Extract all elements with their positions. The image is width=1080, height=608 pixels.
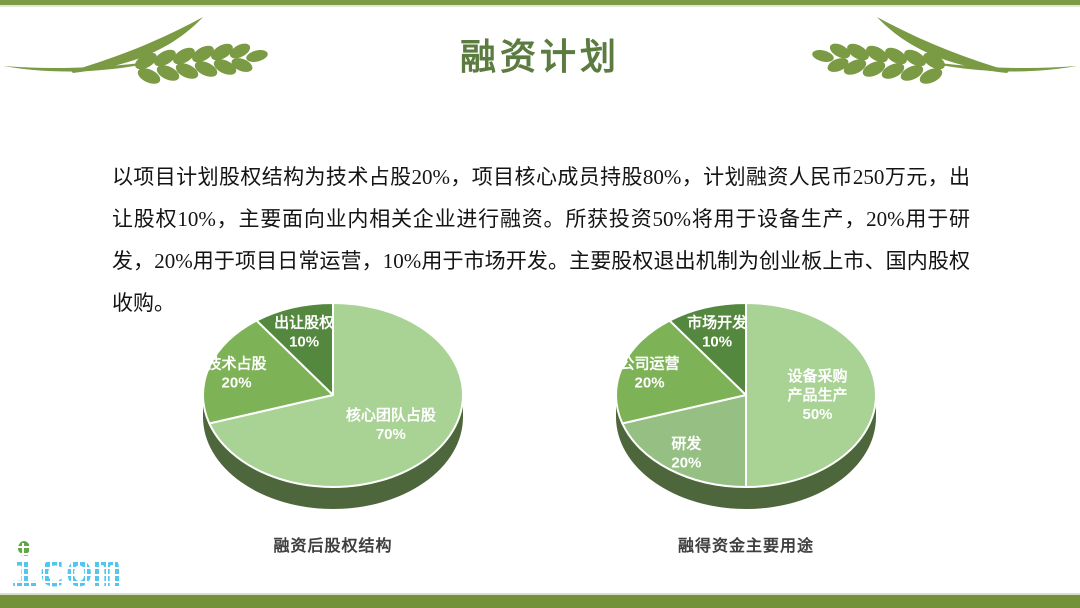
equity-structure-chart: 核心团队占股 70% 技术占股 20% 出让股权 10% 融资后股权结构 (183, 300, 483, 560)
page-title: 融资计划 (459, 37, 620, 77)
chart-caption-left: 融资后股权结构 (273, 538, 393, 555)
wheat-ear-icon (812, 17, 1077, 84)
svg-text:出让股权10%: 出让股权 10% (274, 314, 335, 351)
bottom-accent-bar (0, 593, 1080, 608)
logo: icom (10, 541, 130, 597)
logo-text: icom (10, 543, 121, 597)
logo-leaf-drop-icon (18, 541, 30, 554)
svg-text:技术占股20%: 技术占股 20% (207, 354, 268, 391)
fund-usage-chart: 设备采购产品生产 50% 研发 20% 公司运营 20% 市场开发 10% 融得资金主要用途 (596, 300, 896, 560)
chart-caption-right: 融得资金主要用途 (677, 538, 814, 555)
wheat-ear-icon (3, 17, 268, 84)
top-accent-bar (0, 0, 1080, 7)
equity-pie-chart: 核心团队占股 70% 技术占股 20%出让股权 10% (202, 302, 464, 509)
body-paragraph: 以项目计划股权结构为技术占股20%，项目核心成员持股80%，计划融资人民币250… (112, 165, 970, 315)
fund-usage-pie-chart: 设备采购产品生产 50% 研发 20% 公司运营 20%市场开发 10% (615, 302, 877, 509)
